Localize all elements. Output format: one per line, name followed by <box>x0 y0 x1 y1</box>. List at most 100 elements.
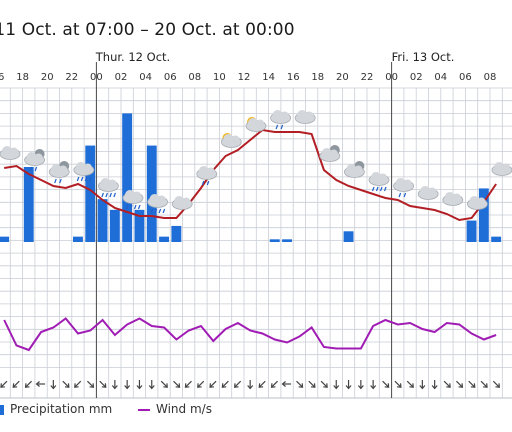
wind-arrow-icon <box>221 380 229 388</box>
hour-tick-label: 14 <box>262 72 275 83</box>
cloud-puff <box>51 164 62 174</box>
cloud-puff <box>75 162 86 172</box>
rain-drop <box>34 166 38 172</box>
cloud-heavy-rain-icon <box>147 194 169 214</box>
rain-drop <box>84 176 88 182</box>
cloud-icon <box>171 196 193 210</box>
cloud-puff <box>198 166 209 176</box>
wind-arrow-icon <box>406 380 414 388</box>
wind-arrow-head <box>470 383 476 388</box>
rain-drop <box>150 208 154 214</box>
day-label: Fri. 13 Oct. <box>392 50 455 64</box>
cloud-puff <box>59 165 68 174</box>
precipitation-bar <box>73 236 83 242</box>
cloud-puff <box>256 119 264 128</box>
rain-drop <box>280 124 284 130</box>
cloud-puff <box>206 167 215 176</box>
wind-arrow-head <box>458 383 464 388</box>
cloud-puff <box>354 165 363 174</box>
wind-arrow-head <box>175 383 181 388</box>
day-label: Thur. 12 Oct. <box>95 50 170 64</box>
wind-arrow-shaft <box>160 380 168 388</box>
wind-arrow-icon <box>492 380 500 388</box>
wind-arrow-icon <box>431 380 438 390</box>
wind-arrow-icon <box>270 380 279 388</box>
wind-arrow-shaft <box>74 380 82 388</box>
wind-arrow-icon <box>35 381 46 387</box>
wind-arrow-shaft <box>25 380 33 388</box>
precipitation-bar <box>466 220 477 242</box>
cloud-puff <box>83 163 92 172</box>
cloud-rain-icon <box>270 110 292 130</box>
rain-drop <box>137 204 141 210</box>
hour-tick-label: 10 <box>213 72 226 83</box>
wind-arrow-head <box>270 383 276 388</box>
wind-arrow-head <box>74 383 79 388</box>
wind-arrow-shaft <box>271 380 279 388</box>
wind-arrow-head <box>136 385 143 390</box>
wind-arrow-icon <box>308 380 316 388</box>
cloud-icon <box>466 196 488 210</box>
legend-wind: Wind m/s <box>138 402 212 416</box>
wind-arrow-head <box>221 383 227 388</box>
wind-arrow-shaft <box>382 380 389 388</box>
cloud-puff <box>34 153 43 162</box>
rain-drop <box>76 176 80 182</box>
cloud-puff <box>395 178 406 188</box>
wind-arrow-head <box>384 383 390 388</box>
wind-arrow-head <box>431 385 438 390</box>
hour-tick-label: 16 <box>287 72 300 83</box>
wind-arrow-icon <box>480 380 488 388</box>
wind-arrow-icon <box>394 380 402 388</box>
precipitation-bar <box>0 236 10 242</box>
cloud-puff <box>444 192 455 202</box>
wind-arrow-head <box>111 385 118 390</box>
wind-arrow-icon <box>99 380 107 388</box>
cloud-puff <box>108 179 117 188</box>
wind-arrow-shaft <box>443 380 451 388</box>
precipitation-bar <box>122 113 133 242</box>
cloud-puff <box>502 163 510 172</box>
wind-arrow-icon <box>197 380 205 388</box>
wind-arrow-icon <box>86 380 95 388</box>
wind-arrow-icon <box>320 380 328 388</box>
rain-drop <box>158 208 162 214</box>
cloud-puff <box>231 135 240 144</box>
hour-tick-label: 22 <box>361 72 374 83</box>
rain-drop <box>59 178 62 184</box>
wind-arrow-shaft <box>259 380 266 388</box>
hour-tick-label: 06 <box>459 72 472 83</box>
hour-tick-label: 00 <box>385 72 398 83</box>
cloud-puff <box>223 134 234 144</box>
sun-cloud-icon <box>245 117 267 132</box>
hour-tick-label: 00 <box>90 72 103 83</box>
wind-arrow-icon <box>281 381 292 387</box>
rain-drop <box>109 192 112 198</box>
wind-arrow-shaft <box>185 380 192 388</box>
wind-arrow-head <box>310 383 316 388</box>
wind-arrow-icon <box>50 380 57 390</box>
hour-tick-label: 22 <box>65 72 78 83</box>
sun-cloud-icon <box>220 133 242 148</box>
wind-arrow-icon <box>62 380 70 388</box>
cloud-night-icon <box>319 145 341 162</box>
cloud-heavy-rain-icon <box>122 190 144 210</box>
precipitation-bar <box>85 145 96 242</box>
rain-drop <box>29 166 33 172</box>
rain-drop <box>105 192 108 198</box>
wind-arrow-head <box>148 385 155 390</box>
wind-arrow-icon <box>209 380 217 388</box>
cloud-puff <box>149 194 160 204</box>
cloud-puff <box>297 110 308 120</box>
legend-precipitation-label: Precipitation mm <box>10 402 113 416</box>
wind-arrow-icon <box>160 380 168 388</box>
cloud-puff <box>182 197 191 206</box>
wind-arrow-shaft <box>62 380 69 388</box>
wind-arrow-head <box>184 383 190 388</box>
cloud-heavy-rain-icon <box>368 172 390 192</box>
wind-arrow-head <box>419 385 426 390</box>
wind-arrow-head <box>281 381 286 387</box>
wind-arrow-shaft <box>222 380 229 388</box>
cloud-puff <box>272 110 283 120</box>
wind-arrow-shaft <box>406 380 414 388</box>
